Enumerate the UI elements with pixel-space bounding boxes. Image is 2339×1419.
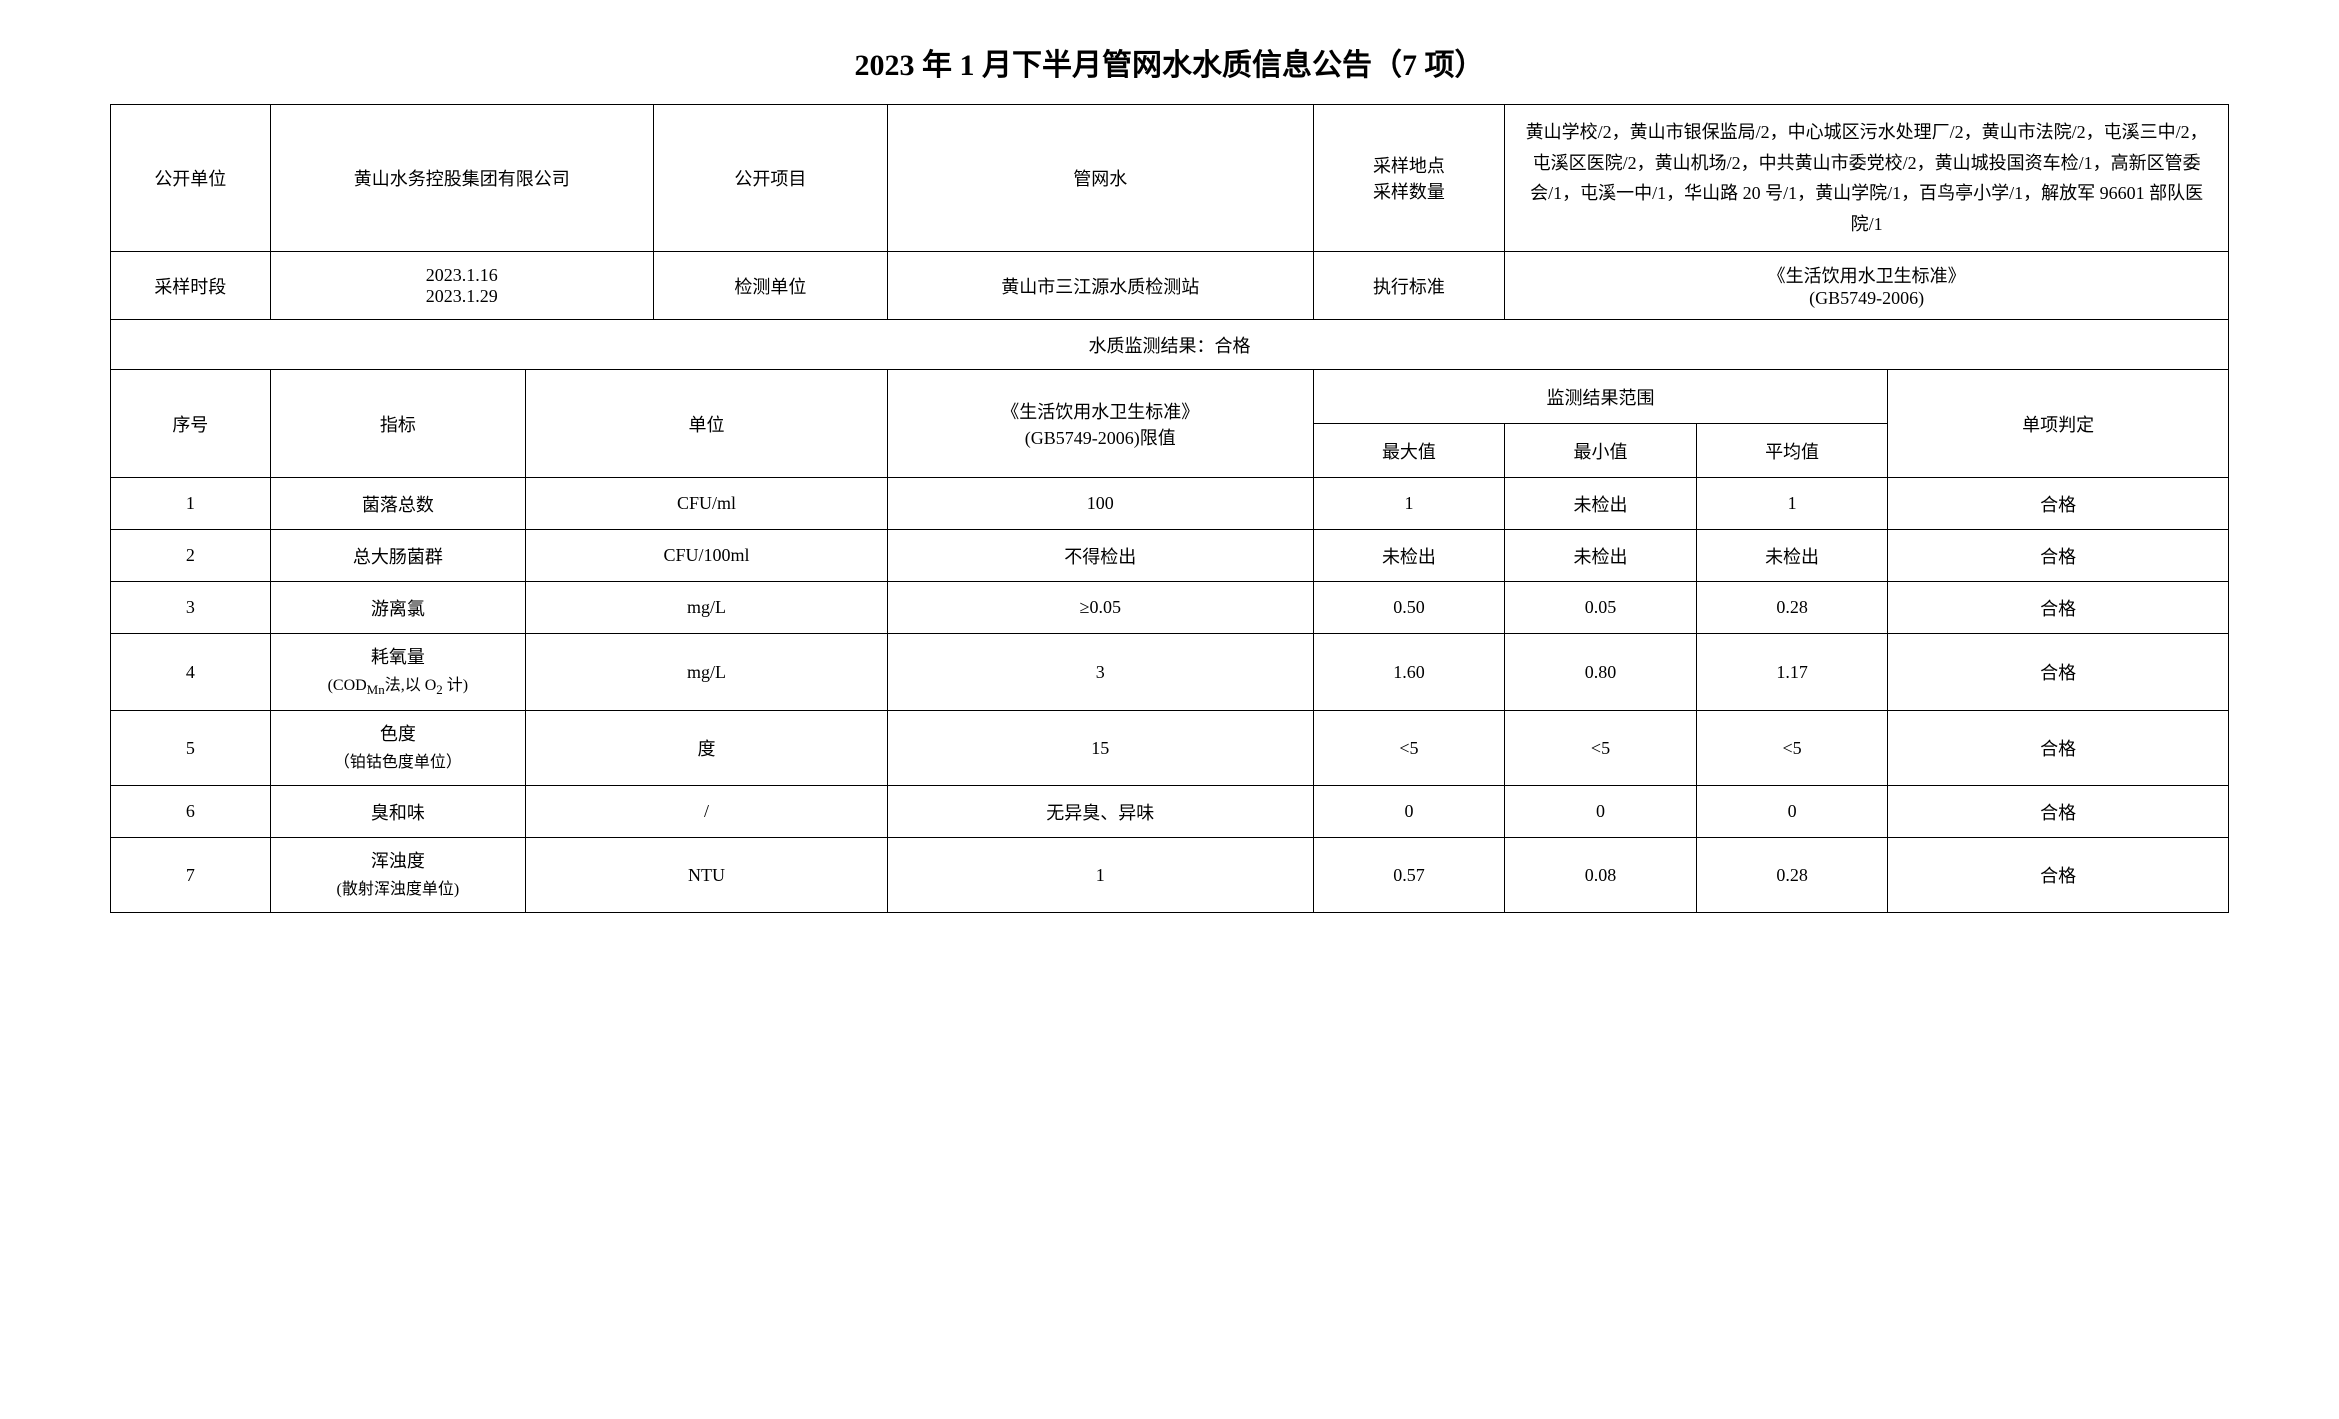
- header-judgment: 单项判定: [1888, 370, 2229, 478]
- label-sample-period: 采样时段: [111, 252, 271, 320]
- cell-avg: 0.28: [1696, 838, 1888, 913]
- cell-max: 1.60: [1313, 634, 1505, 711]
- cell-max: 未检出: [1313, 530, 1505, 582]
- header-range: 监测结果范围: [1313, 370, 1888, 424]
- header-unit: 单位: [526, 370, 888, 478]
- cell-judgment: 合格: [1888, 582, 2229, 634]
- table-row: 4 耗氧量 (CODMn法,以 O2 计) mg/L 3 1.60 0.80 1…: [111, 634, 2229, 711]
- label-public-unit: 公开单位: [111, 105, 271, 252]
- cell-min: <5: [1505, 711, 1697, 786]
- cell-seq: 2: [111, 530, 271, 582]
- table-row: 6 臭和味 / 无异臭、异味 0 0 0 合格: [111, 786, 2229, 838]
- cell-judgment: 合格: [1888, 838, 2229, 913]
- value-public-unit: 黄山水务控股集团有限公司: [270, 105, 653, 252]
- cell-unit: NTU: [526, 838, 888, 913]
- header-standard: 《生活饮用水卫生标准》 (GB5749-2006)限值: [887, 370, 1313, 478]
- table-row: 3 游离氯 mg/L ≥0.05 0.50 0.05 0.28 合格: [111, 582, 2229, 634]
- cell-standard: 无异臭、异味: [887, 786, 1313, 838]
- cell-min: 未检出: [1505, 478, 1697, 530]
- cell-max: 0.50: [1313, 582, 1505, 634]
- cell-max: <5: [1313, 711, 1505, 786]
- cell-indicator: 浑浊度 (散射浑浊度单位): [270, 838, 525, 913]
- cell-max: 0.57: [1313, 838, 1505, 913]
- water-quality-table: 公开单位 黄山水务控股集团有限公司 公开项目 管网水 采样地点采样数量 黄山学校…: [110, 104, 2229, 913]
- cell-avg: 1: [1696, 478, 1888, 530]
- cell-standard: ≥0.05: [887, 582, 1313, 634]
- label-test-unit: 检测单位: [653, 252, 887, 320]
- cell-standard: 不得检出: [887, 530, 1313, 582]
- cell-min: 未检出: [1505, 530, 1697, 582]
- cell-unit: mg/L: [526, 582, 888, 634]
- cell-judgment: 合格: [1888, 478, 2229, 530]
- cell-indicator: 耗氧量 (CODMn法,以 O2 计): [270, 634, 525, 711]
- value-sample-period: 2023.1.16 2023.1.29: [270, 252, 653, 320]
- cell-avg: <5: [1696, 711, 1888, 786]
- cell-seq: 3: [111, 582, 271, 634]
- label-public-project: 公开项目: [653, 105, 887, 252]
- cell-avg: 未检出: [1696, 530, 1888, 582]
- cell-avg: 0.28: [1696, 582, 1888, 634]
- cell-seq: 1: [111, 478, 271, 530]
- cell-unit: /: [526, 786, 888, 838]
- cell-unit: CFU/100ml: [526, 530, 888, 582]
- label-sample-location: 采样地点采样数量: [1313, 105, 1505, 252]
- cell-min: 0: [1505, 786, 1697, 838]
- header-avg: 平均值: [1696, 424, 1888, 478]
- result-banner: 水质监测结果：合格: [111, 320, 2229, 370]
- cell-avg: 0: [1696, 786, 1888, 838]
- cell-min: 0.05: [1505, 582, 1697, 634]
- header-seq: 序号: [111, 370, 271, 478]
- cell-unit: CFU/ml: [526, 478, 888, 530]
- cell-seq: 5: [111, 711, 271, 786]
- cell-indicator: 菌落总数: [270, 478, 525, 530]
- cell-standard: 100: [887, 478, 1313, 530]
- cell-judgment: 合格: [1888, 634, 2229, 711]
- value-sample-location: 黄山学校/2，黄山市银保监局/2，中心城区污水处理厂/2，黄山市法院/2，屯溪三…: [1505, 105, 2229, 252]
- label-standard: 执行标准: [1313, 252, 1505, 320]
- cell-seq: 7: [111, 838, 271, 913]
- cell-min: 0.80: [1505, 634, 1697, 711]
- value-test-unit: 黄山市三江源水质检测站: [887, 252, 1313, 320]
- header-max: 最大值: [1313, 424, 1505, 478]
- cell-avg: 1.17: [1696, 634, 1888, 711]
- cell-judgment: 合格: [1888, 786, 2229, 838]
- cell-unit: mg/L: [526, 634, 888, 711]
- cell-standard: 15: [887, 711, 1313, 786]
- cell-seq: 6: [111, 786, 271, 838]
- cell-unit: 度: [526, 711, 888, 786]
- cell-min: 0.08: [1505, 838, 1697, 913]
- table-row: 5 色度 （铂钴色度单位） 度 15 <5 <5 <5 合格: [111, 711, 2229, 786]
- table-row: 7 浑浊度 (散射浑浊度单位) NTU 1 0.57 0.08 0.28 合格: [111, 838, 2229, 913]
- table-row: 1 菌落总数 CFU/ml 100 1 未检出 1 合格: [111, 478, 2229, 530]
- cell-seq: 4: [111, 634, 271, 711]
- value-public-project: 管网水: [887, 105, 1313, 252]
- header-min: 最小值: [1505, 424, 1697, 478]
- cell-judgment: 合格: [1888, 530, 2229, 582]
- cell-judgment: 合格: [1888, 711, 2229, 786]
- cell-standard: 3: [887, 634, 1313, 711]
- cell-max: 1: [1313, 478, 1505, 530]
- cell-indicator: 臭和味: [270, 786, 525, 838]
- table-row: 2 总大肠菌群 CFU/100ml 不得检出 未检出 未检出 未检出 合格: [111, 530, 2229, 582]
- cell-max: 0: [1313, 786, 1505, 838]
- cell-standard: 1: [887, 838, 1313, 913]
- page-title: 2023 年 1 月下半月管网水水质信息公告（7 项）: [110, 40, 2229, 84]
- cell-indicator: 总大肠菌群: [270, 530, 525, 582]
- cell-indicator: 游离氯: [270, 582, 525, 634]
- cell-indicator: 色度 （铂钴色度单位）: [270, 711, 525, 786]
- header-indicator: 指标: [270, 370, 525, 478]
- value-standard: 《生活饮用水卫生标准》 (GB5749-2006): [1505, 252, 2229, 320]
